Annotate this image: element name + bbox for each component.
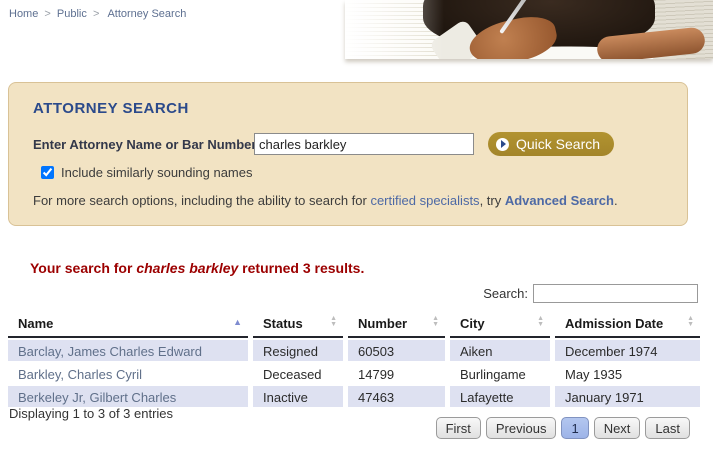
table-filter-label: Search:: [483, 286, 528, 301]
results-prefix: Your search for: [30, 260, 137, 276]
search-form-row: Enter Attorney Name or Bar Number Quick …: [33, 132, 673, 157]
breadcrumb-separator: >: [92, 8, 100, 20]
results-table: Name ▲ Status ▲ ▼ Number ▲ ▼ City ▲ ▼ Admis…: [8, 313, 700, 407]
cell-status: Inactive: [253, 386, 343, 407]
attorney-search-panel: ATTORNEY SEARCH Enter Attorney Name or B…: [8, 82, 688, 226]
table-filter-input[interactable]: [533, 284, 698, 303]
breadcrumb-separator: >: [44, 8, 51, 20]
column-header-status-label: Status: [263, 316, 303, 331]
sort-both-icon: ▲ ▼: [432, 315, 439, 328]
similar-names-label: Include similarly sounding names: [61, 165, 253, 180]
breadcrumb-home-link[interactable]: Home: [9, 8, 39, 20]
column-header-city[interactable]: City ▲ ▼: [450, 313, 550, 338]
cell-number: 47463: [348, 386, 445, 407]
pagination-next-button[interactable]: Next: [593, 417, 641, 439]
banner-fade: [345, 0, 455, 59]
cell-admission-date: May 1935: [555, 363, 700, 384]
cell-name: Barkley, Charles Cyril: [8, 363, 248, 384]
column-header-admission-date[interactable]: Admission Date ▲ ▼: [555, 313, 700, 338]
column-header-name[interactable]: Name ▲: [8, 313, 248, 338]
header-photo-banner: [345, 0, 713, 59]
page-title: ATTORNEY SEARCH: [33, 100, 189, 117]
cell-city: Burlingame: [450, 363, 550, 384]
attorney-name-label: Enter Attorney Name or Bar Number: [33, 137, 257, 152]
breadcrumb-public-link[interactable]: Public: [56, 8, 87, 20]
table-header-row: Name ▲ Status ▲ ▼ Number ▲ ▼ City ▲ ▼ Admis…: [8, 313, 700, 338]
info-suffix: .: [613, 193, 618, 208]
attorney-name-input[interactable]: [254, 133, 474, 155]
breadcrumb-current-page: Attorney Search: [107, 8, 187, 20]
play-circle-icon: [496, 137, 509, 151]
cell-admission-date: December 1974: [555, 340, 700, 361]
cell-status: Deceased: [253, 363, 343, 384]
column-header-number[interactable]: Number ▲ ▼: [348, 313, 445, 338]
cell-number: 14799: [348, 363, 445, 384]
column-header-number-label: Number: [358, 316, 408, 331]
more-options-text: For more search options, including the a…: [33, 193, 618, 208]
advanced-search-link[interactable]: Advanced Search: [504, 193, 614, 208]
attorney-name-link[interactable]: Barkley, Charles Cyril: [18, 367, 143, 382]
similar-names-checkbox[interactable]: [41, 166, 54, 179]
table-display-info: Displaying 1 to 3 of 3 entries: [9, 406, 174, 421]
breadcrumb: Home > Public > Attorney Search: [9, 8, 186, 20]
sort-ascending-icon: ▲: [233, 317, 242, 327]
pagination-page-1-button[interactable]: 1: [561, 417, 589, 439]
cell-status: Resigned: [253, 340, 343, 361]
table-filter: Search:: [483, 284, 698, 303]
cell-admission-date: January 1971: [555, 386, 700, 407]
results-query: charles barkley: [136, 260, 239, 276]
column-header-status[interactable]: Status ▲ ▼: [253, 313, 343, 338]
certified-specialists-link[interactable]: certified specialists: [370, 193, 480, 208]
quick-search-button[interactable]: Quick Search: [488, 132, 615, 156]
attorney-name-link[interactable]: Berkeley Jr, Gilbert Charles: [18, 390, 177, 405]
pagination-first-button[interactable]: First: [435, 417, 481, 439]
column-header-name-label: Name: [18, 316, 54, 331]
table-row: Berkeley Jr, Gilbert Charles Inactive 47…: [8, 386, 700, 407]
sort-both-icon: ▲ ▼: [330, 315, 337, 328]
sort-both-icon: ▲ ▼: [537, 315, 544, 328]
attorney-name-link[interactable]: Barclay, James Charles Edward: [18, 344, 202, 359]
cell-name: Barclay, James Charles Edward: [8, 340, 248, 361]
cell-city: Aiken: [450, 340, 550, 361]
search-results-message: Your search for charles barkley returned…: [30, 260, 364, 276]
column-header-city-label: City: [460, 316, 485, 331]
pagination: First Previous 1 Next Last: [435, 417, 690, 439]
sort-both-icon: ▲ ▼: [687, 315, 694, 328]
similar-names-checkbox-row: Include similarly sounding names: [41, 165, 252, 180]
cell-city: Lafayette: [450, 386, 550, 407]
quick-search-label: Quick Search: [516, 136, 601, 152]
cell-number: 60503: [348, 340, 445, 361]
pagination-last-button[interactable]: Last: [645, 417, 690, 439]
results-suffix: returned 3 results.: [238, 260, 365, 276]
info-middle: , try: [479, 193, 505, 208]
table-row: Barkley, Charles Cyril Deceased 14799 Bu…: [8, 363, 700, 384]
column-header-admission-date-label: Admission Date: [565, 316, 664, 331]
table-row: Barclay, James Charles Edward Resigned 6…: [8, 340, 700, 361]
cell-name: Berkeley Jr, Gilbert Charles: [8, 386, 248, 407]
pagination-previous-button[interactable]: Previous: [485, 417, 557, 439]
info-prefix: For more search options, including the a…: [33, 193, 371, 208]
